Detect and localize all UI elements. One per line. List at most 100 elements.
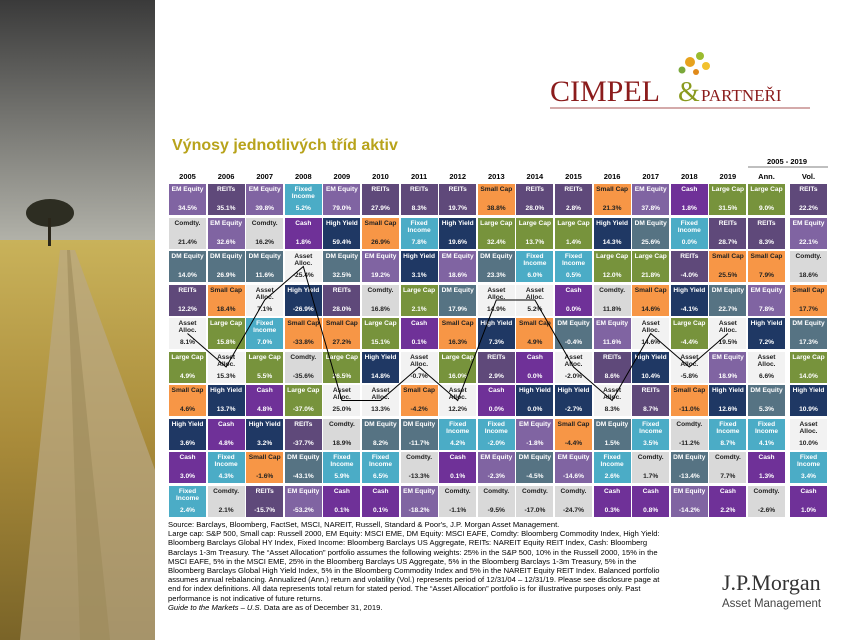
cell-label: REITs xyxy=(448,186,467,193)
cell-label: REITs xyxy=(255,487,274,495)
column-header: 2019 xyxy=(719,172,737,181)
cell-label: High Yield xyxy=(441,219,474,227)
column-header: 2018 xyxy=(680,172,698,181)
cell: Large Cap 26.5% xyxy=(323,351,361,383)
cell-value: 3.5% xyxy=(643,439,659,447)
cell-label: Comdty. xyxy=(406,454,433,461)
cell-value: -17.0% xyxy=(524,506,546,514)
cell-value: 1.5% xyxy=(604,439,620,447)
cell-label: High Yield xyxy=(518,387,551,394)
cell-value: 59.4% xyxy=(332,238,352,246)
cell-label: Cash xyxy=(719,487,736,495)
cell-label: Asset Alloc. xyxy=(178,320,197,334)
cell: REITs 22.2% xyxy=(790,184,827,215)
cell-value: 21.4% xyxy=(178,238,197,246)
cell-value: 11.8% xyxy=(602,305,622,313)
cell-value: 2.6% xyxy=(604,473,620,480)
cell-value: -2.0% xyxy=(487,439,505,447)
cell-value: -1.6% xyxy=(256,473,274,480)
cell-value: 1.8% xyxy=(681,205,697,212)
cell-label: Comdty. xyxy=(483,487,510,495)
cell-label: Large Cap xyxy=(402,286,436,294)
cell-label: Fixed Income xyxy=(639,420,663,435)
cell: REITs 27.9% xyxy=(362,184,399,215)
cell-label: Large Cap xyxy=(595,253,629,260)
cell-value: 23.3% xyxy=(486,272,506,279)
column-header: 2016 xyxy=(603,172,621,181)
cell-label: Fixed Income xyxy=(677,219,701,234)
cell-value: 4.9% xyxy=(179,372,196,380)
cell: High Yield 0.0% xyxy=(516,385,554,416)
cell-label: Large Cap xyxy=(634,253,667,260)
cell: Fixed Income 7.0% xyxy=(246,318,284,349)
cell: REITs 19.7% xyxy=(439,184,477,215)
cell: Asset Alloc. 5.2% xyxy=(516,284,554,316)
cell: REITs -4.0% xyxy=(670,251,708,282)
cell-label: Asset Alloc. xyxy=(799,420,818,435)
cell-value: 12.2% xyxy=(178,305,197,313)
cell-label: DM Equity xyxy=(209,253,243,260)
cell-label: DM Equity xyxy=(441,286,474,294)
cell-value: -24.7% xyxy=(563,506,584,514)
cell: Comdty. 7.7% xyxy=(709,452,747,483)
cell: Cash 0.1% xyxy=(323,485,361,517)
cell: High Yield -4.1% xyxy=(670,284,708,316)
cell-value: 32.6% xyxy=(216,238,236,246)
cell-value: 4.2% xyxy=(450,439,466,447)
cell-value: 5.5% xyxy=(257,372,273,380)
cell-value: -37.7% xyxy=(292,439,314,447)
cell: Large Cap 14.0% xyxy=(790,351,827,383)
cell-label: Small Cap xyxy=(634,286,667,294)
cell-label: Fixed Income xyxy=(407,219,431,234)
cell: Comdty. -1.1% xyxy=(439,485,477,517)
cell-label: Cash xyxy=(295,219,312,227)
cell-value: 18.9% xyxy=(332,439,352,447)
cell-label: Small Cap xyxy=(792,286,825,294)
cell-value: 14.9% xyxy=(486,305,506,313)
cell-label: Asset Alloc. xyxy=(757,353,776,368)
cell: EM Equity 34.5% xyxy=(169,184,206,215)
cell-label: EM Equity xyxy=(171,186,204,193)
cell-label: Large Cap xyxy=(441,353,474,361)
cell-value: 11.6% xyxy=(255,272,274,279)
cell: REITs 8.3% xyxy=(400,184,438,215)
cell-label: Large Cap xyxy=(248,353,281,361)
cell-value: -13.4% xyxy=(678,473,700,480)
cell: Comdty. -13.3% xyxy=(400,452,438,483)
cell-label: Asset Alloc. xyxy=(294,253,313,267)
column-header: 2011 xyxy=(410,172,428,181)
cell-value: 22.7% xyxy=(718,305,738,313)
cell: Large Cap 31.5% xyxy=(709,184,747,215)
cell-label: Large Cap xyxy=(364,320,397,327)
cell-value: 13.7% xyxy=(525,238,545,246)
cell-value: -2.6% xyxy=(757,506,776,514)
cell-label: Fixed Income xyxy=(291,186,315,200)
cell: Small Cap -11.0% xyxy=(670,385,708,416)
cell-value: 26.9% xyxy=(371,238,390,246)
cell-label: Fixed Income xyxy=(796,454,821,468)
cell: REITs 2.9% xyxy=(477,351,515,383)
cell-label: REITs xyxy=(718,219,737,227)
cell-value: 1.8% xyxy=(295,238,311,246)
cell-value: 5.2% xyxy=(295,205,311,212)
cell: High Yield 3.2% xyxy=(246,418,284,450)
cell-value: 4.6% xyxy=(179,406,196,413)
cell: High Yield 10.4% xyxy=(632,351,670,383)
cell: DM Equity 22.7% xyxy=(709,284,747,316)
cell-label: EM Equity xyxy=(634,186,667,193)
cell: Large Cap 13.7% xyxy=(516,217,554,249)
footnote-line: end for index definitions. All data repr… xyxy=(168,584,641,594)
cell-value: 4.1% xyxy=(758,439,775,447)
jpm-division: Asset Management xyxy=(722,598,822,610)
cell-label: High Yield xyxy=(171,420,204,428)
cell: REITs 12.2% xyxy=(169,284,206,316)
cell-value: 28.7% xyxy=(718,238,738,246)
cell-label: Large Cap xyxy=(325,353,359,361)
cell: Small Cap 21.3% xyxy=(593,184,631,215)
cell-value: 21.8% xyxy=(641,272,661,279)
cell-label: EM Equity xyxy=(711,353,744,361)
cell-label: Large Cap xyxy=(171,353,204,361)
cell: Fixed Income 0.0% xyxy=(670,217,708,249)
cell-value: 19.6% xyxy=(448,238,468,246)
cell-value: 7.2% xyxy=(758,339,775,346)
